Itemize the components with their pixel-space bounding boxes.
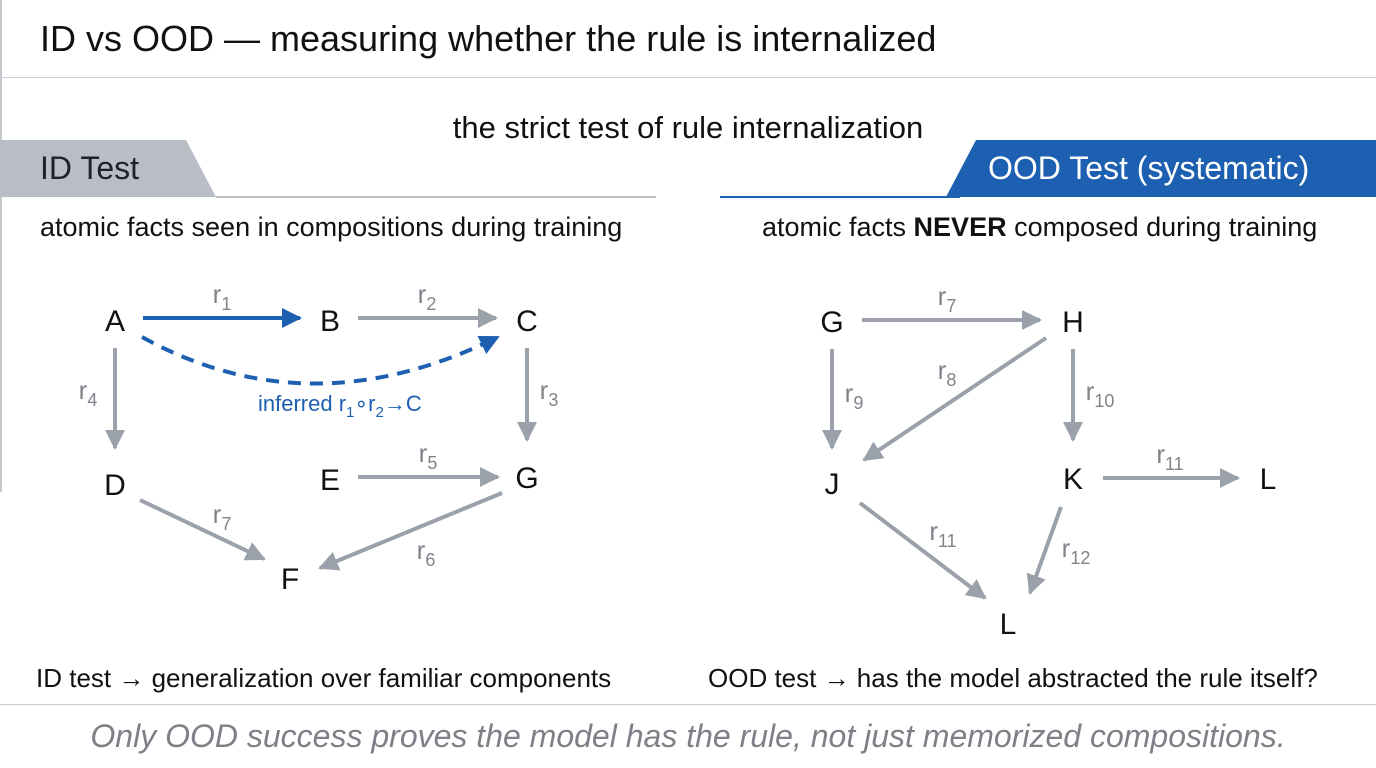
- ood-label-r7: r7: [938, 281, 957, 316]
- id-node-c: C: [516, 305, 538, 338]
- id-test-tab: ID Test: [0, 140, 216, 197]
- id-graph: A B C D E G F r1 r2 r4 r3 r5 r7 r6 infer…: [79, 279, 559, 596]
- ood-node-l-bottom: L: [1000, 608, 1017, 641]
- id-tab-underline: [216, 196, 656, 198]
- id-node-g: G: [515, 462, 538, 495]
- ood-test-tab-label: OOD Test (systematic): [988, 150, 1310, 186]
- id-inferred-label: inferred r1∘r2→C: [258, 391, 422, 421]
- ood-node-l-right: L: [1260, 463, 1277, 496]
- ood-label-r11-lower: r11: [929, 516, 956, 551]
- id-edge-g-f: [318, 491, 503, 571]
- ood-graph: G H J K L L r7 r8 r9 r10 r11 r11 r12: [820, 281, 1276, 641]
- ood-caption-emphasis: NEVER: [913, 212, 1007, 242]
- ood-label-r12: r12: [1062, 533, 1091, 568]
- ood-label-r9: r9: [845, 378, 864, 413]
- ood-label-r10: r10: [1086, 376, 1115, 411]
- ood-node-g: G: [820, 306, 843, 339]
- id-node-d: D: [104, 469, 126, 502]
- id-edge-a-c-inferred: [141, 335, 500, 386]
- page-subtitle: the strict test of rule internalization: [452, 110, 924, 145]
- id-node-b: B: [320, 305, 340, 338]
- page-title: ID vs OOD — measuring whether the rule i…: [40, 18, 937, 59]
- id-edge-d-f: [139, 498, 266, 561]
- ood-caption-pre: atomic facts: [762, 212, 914, 242]
- ood-test-tab: OOD Test (systematic): [946, 140, 1376, 197]
- id-label-r4: r4: [79, 375, 98, 410]
- id-node-a: A: [105, 305, 125, 338]
- id-label-r5: r5: [419, 438, 438, 473]
- id-node-f: F: [281, 563, 299, 596]
- conclusion-text: Only OOD success proves the model has th…: [90, 718, 1286, 754]
- id-node-e: E: [320, 464, 340, 497]
- ood-caption-post: composed during training: [1006, 212, 1318, 242]
- title-divider: [0, 77, 1376, 78]
- ood-caption: atomic facts NEVER composed during train…: [762, 212, 1317, 243]
- ood-label-r8: r8: [938, 355, 957, 390]
- ood-node-j: J: [825, 468, 840, 501]
- footer-divider: [0, 704, 1376, 705]
- ood-edge-k-l-down: [1026, 506, 1063, 595]
- ood-label-r11-right: r11: [1156, 439, 1183, 474]
- ood-edge-j-l: [858, 501, 987, 600]
- ood-node-k: K: [1063, 463, 1083, 496]
- id-label-r6: r6: [417, 535, 436, 570]
- ood-node-h: H: [1062, 306, 1084, 339]
- ood-footnote: OOD test → has the model abstracted the …: [708, 663, 1318, 693]
- id-test-tab-label: ID Test: [40, 150, 139, 186]
- ood-tab-underline: [720, 196, 960, 198]
- panel-divider: [0, 0, 2, 492]
- id-label-r3: r3: [540, 375, 559, 410]
- id-footnote: ID test → generalization over familiar c…: [36, 663, 612, 693]
- ood-edge-h-j: [862, 336, 1048, 462]
- id-label-r2: r2: [418, 279, 437, 314]
- id-caption: atomic facts seen in compositions during…: [40, 212, 623, 242]
- id-label-r7: r7: [213, 499, 232, 534]
- id-label-r1: r1: [213, 279, 232, 314]
